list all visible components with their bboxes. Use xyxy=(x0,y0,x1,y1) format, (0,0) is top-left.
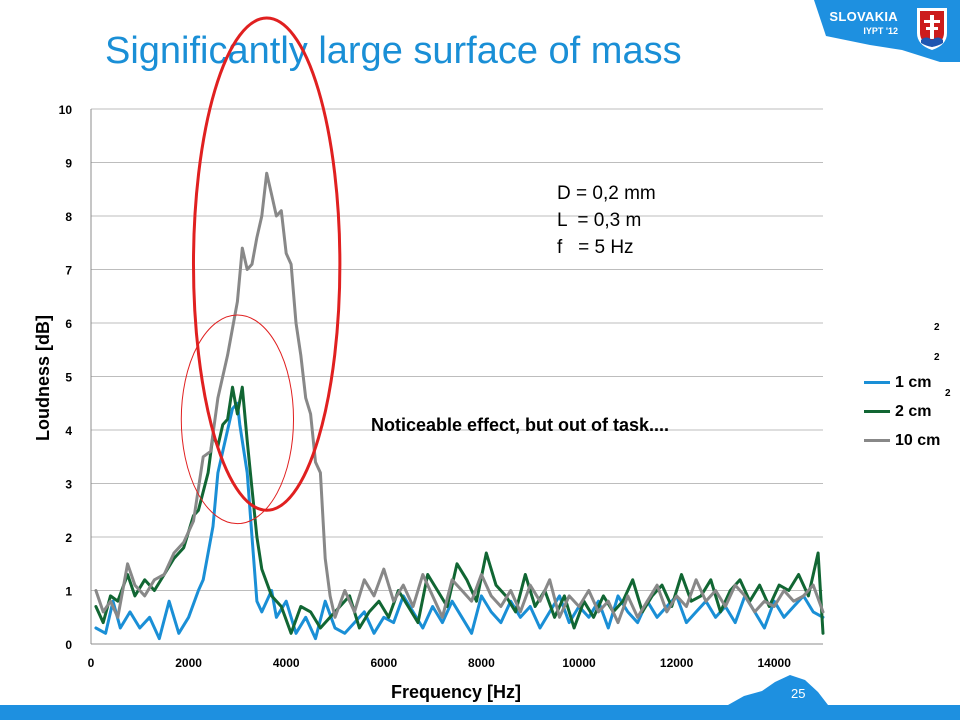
y-axis-label: Loudness [dB] xyxy=(33,315,53,441)
footer-bar xyxy=(0,705,960,720)
legend-item-1cm: 1 cm xyxy=(864,368,940,397)
footer-mountain xyxy=(728,675,828,705)
legend-swatch xyxy=(864,410,890,413)
y-tick-label: 10 xyxy=(59,103,73,117)
series-line-1 xyxy=(94,401,825,641)
y-tick-label: 1 xyxy=(65,585,72,599)
legend-item-2cm: 2 cm xyxy=(864,397,940,426)
slovakia-coat-of-arms-icon xyxy=(917,8,947,50)
parameters-annotation: D = 0,2 mm L = 0,3 m f = 5 Hz xyxy=(557,180,656,261)
x-tick-label: 8000 xyxy=(468,656,495,670)
brand: SLOVAKIA IYPT '12 xyxy=(829,9,898,36)
x-tick-label: 4000 xyxy=(273,656,300,670)
legend-label: 2 cm xyxy=(895,402,932,420)
x-tick-label: 0 xyxy=(88,656,95,670)
y-tick-label: 7 xyxy=(65,264,72,278)
y-tick-label: 4 xyxy=(65,424,72,438)
legend-swatch xyxy=(864,439,890,442)
y-tick-label: 5 xyxy=(65,371,72,385)
x-tick-label: 10000 xyxy=(562,656,596,670)
legend-item-10cm: 10 cm xyxy=(864,426,940,455)
x-axis-label: Frequency [Hz] xyxy=(391,682,521,702)
y-tick-label: 9 xyxy=(65,157,72,171)
y-tick-label: 6 xyxy=(65,317,72,331)
legend: 1 cm 2 cm 10 cm xyxy=(864,368,940,455)
brand-country: SLOVAKIA xyxy=(829,9,898,24)
brand-event: IYPT '12 xyxy=(863,26,898,36)
page-number: 25 xyxy=(791,686,806,701)
x-tick-label: 2000 xyxy=(175,656,202,670)
x-tick-label: 6000 xyxy=(370,656,397,670)
legend-superscript: 2 xyxy=(934,352,940,363)
param-frequency: f = 5 Hz xyxy=(557,237,634,258)
legend-superscript: 2 xyxy=(945,388,951,399)
y-tick-label: 3 xyxy=(65,478,72,492)
param-diameter: D = 0,2 mm xyxy=(557,183,656,204)
legend-label: 1 cm xyxy=(895,373,932,391)
y-tick-label: 2 xyxy=(65,531,72,545)
y-tick-label: 8 xyxy=(65,210,72,224)
highlight-ellipse-2 xyxy=(180,314,295,525)
legend-swatch xyxy=(864,381,890,384)
series-line-3 xyxy=(94,171,825,625)
legend-superscript: 2 xyxy=(934,322,940,333)
legend-label: 10 cm xyxy=(895,431,941,449)
highlight-ellipse-1 xyxy=(191,16,342,512)
y-tick-label: 0 xyxy=(65,638,72,652)
slide-title: Significantly large surface of mass xyxy=(105,30,682,72)
note-annotation: Noticeable effect, but out of task.... xyxy=(371,415,670,435)
x-tick-label: 14000 xyxy=(758,656,792,670)
x-tick-label: 12000 xyxy=(660,656,694,670)
param-length: L = 0,3 m xyxy=(557,210,642,231)
